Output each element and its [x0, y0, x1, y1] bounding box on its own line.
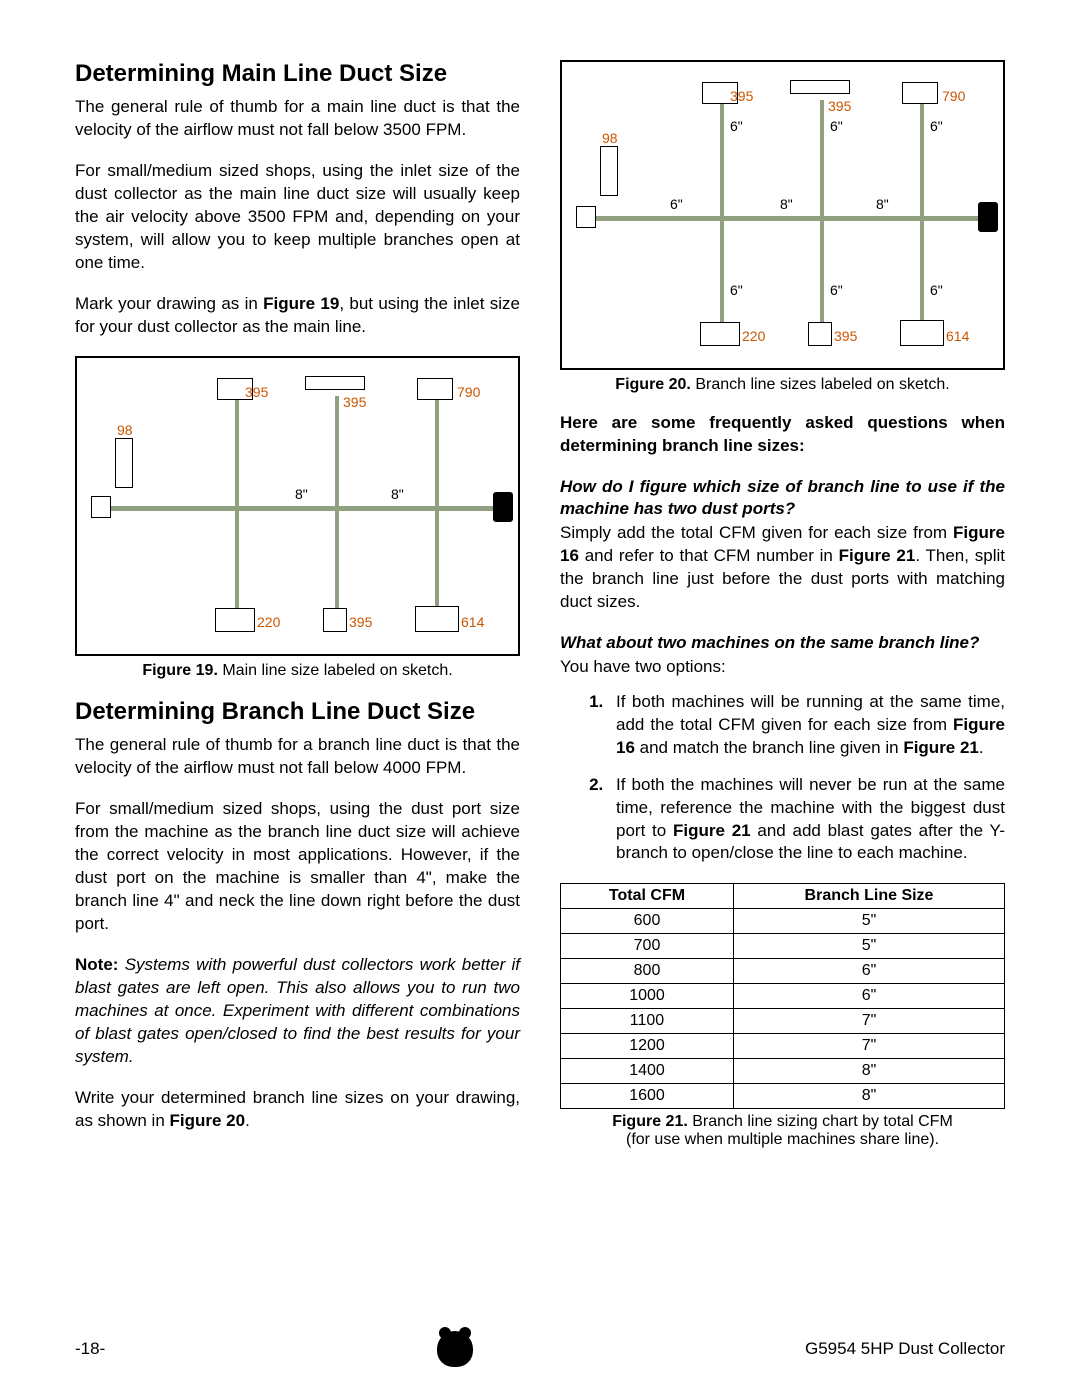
table-cell-cfm: 700	[561, 934, 734, 959]
page-number: -18-	[75, 1339, 105, 1359]
fig19-size-ml: 8"	[295, 486, 308, 502]
faq-a2: You have two options:	[560, 656, 1005, 679]
fig20-s-tl: 6"	[730, 118, 743, 134]
table-cell-cfm: 1100	[561, 1009, 734, 1034]
option-2: If both the machines will never be run a…	[608, 774, 1005, 866]
fig20-cfm-bl: 220	[742, 328, 765, 344]
table-cell-size: 5"	[733, 909, 1004, 934]
fig20-cfm-tl: 395	[730, 88, 753, 104]
table-cell-size: 5"	[733, 934, 1004, 959]
table-cell-cfm: 600	[561, 909, 734, 934]
faq-intro: Here are some frequently asked questions…	[560, 412, 1005, 458]
fig20-s-bl: 6"	[730, 282, 743, 298]
figure-20-caption: Figure 20. Branch line sizes labeled on …	[560, 376, 1005, 394]
fig20-cfm-br: 614	[946, 328, 969, 344]
table-row: 6005"	[561, 909, 1005, 934]
fig20-s-tr: 6"	[930, 118, 943, 134]
bear-logo-icon	[437, 1331, 473, 1367]
figure-19-diagram: 395 395 790 98 220 395 614 8" 8"	[85, 366, 510, 646]
branch-p2: For small/medium sized shops, using the …	[75, 798, 520, 936]
figure-20-diagram: 395 395 790 98 220 395 614 6" 6" 6" 6" 8…	[570, 70, 995, 360]
heading-branch-line: Determining Branch Line Duct Size	[75, 698, 520, 726]
options-list: If both machines will be running at the …	[608, 691, 1005, 866]
table-row: 11007"	[561, 1009, 1005, 1034]
table-cell-cfm: 1000	[561, 984, 734, 1009]
table-row: 10006"	[561, 984, 1005, 1009]
table-row: 7005"	[561, 934, 1005, 959]
table-cell-cfm: 800	[561, 959, 734, 984]
table-cell-cfm: 1400	[561, 1059, 734, 1084]
table-header-size: Branch Line Size	[733, 884, 1004, 909]
table-cell-cfm: 1200	[561, 1034, 734, 1059]
fig20-s-br: 6"	[930, 282, 943, 298]
fig19-cfm-br: 614	[461, 614, 484, 630]
note-paragraph: Note: Systems with powerful dust collect…	[75, 954, 520, 1069]
table-row: 14008"	[561, 1059, 1005, 1084]
faq-q1: How do I figure which size of branch lin…	[560, 476, 1005, 520]
faq-a1: Simply add the total CFM given for each …	[560, 522, 1005, 614]
fig20-s-mml: 8"	[780, 196, 793, 212]
table-row: 16008"	[561, 1084, 1005, 1109]
table-cell-size: 8"	[733, 1059, 1004, 1084]
left-column: Determining Main Line Duct Size The gene…	[75, 60, 520, 1167]
figure-19-box: 395 395 790 98 220 395 614 8" 8"	[75, 356, 520, 656]
branch-size-table: Total CFM Branch Line Size 6005"7005"800…	[560, 883, 1005, 1109]
fig20-cfm-tm: 395	[828, 98, 851, 114]
faq-q2: What about two machines on the same bran…	[560, 632, 1005, 654]
option-1: If both machines will be running at the …	[608, 691, 1005, 760]
fig20-s-ml: 6"	[670, 196, 683, 212]
table-cell-size: 7"	[733, 1034, 1004, 1059]
write-paragraph: Write your determined branch line sizes …	[75, 1087, 520, 1133]
fig19-cfm-bm: 395	[349, 614, 372, 630]
fig19-cfm-left: 98	[117, 422, 133, 438]
model-label: G5954 5HP Dust Collector	[805, 1339, 1005, 1359]
table-cell-cfm: 1600	[561, 1084, 734, 1109]
figure-21-caption: Figure 21. Branch line sizing chart by t…	[560, 1113, 1005, 1149]
branch-p1: The general rule of thumb for a branch l…	[75, 734, 520, 780]
fig20-cfm-bm: 395	[834, 328, 857, 344]
fig20-cfm-left: 98	[602, 130, 618, 146]
fig19-cfm-tl: 395	[245, 384, 268, 400]
figure-20-box: 395 395 790 98 220 395 614 6" 6" 6" 6" 8…	[560, 60, 1005, 370]
fig20-s-mr: 8"	[876, 196, 889, 212]
table-row: 12007"	[561, 1034, 1005, 1059]
table-row: 8006"	[561, 959, 1005, 984]
fig19-size-mr: 8"	[391, 486, 404, 502]
fig20-s-bm: 6"	[830, 282, 843, 298]
table-cell-size: 6"	[733, 959, 1004, 984]
table-cell-size: 8"	[733, 1084, 1004, 1109]
main-line-p1: The general rule of thumb for a main lin…	[75, 96, 520, 142]
table-header-cfm: Total CFM	[561, 884, 734, 909]
main-line-p2: For small/medium sized shops, using the …	[75, 160, 520, 275]
fig20-s-tm: 6"	[830, 118, 843, 134]
fig19-cfm-tr: 790	[457, 384, 480, 400]
heading-main-line: Determining Main Line Duct Size	[75, 60, 520, 88]
figure-19-caption: Figure 19. Main line size labeled on ske…	[75, 662, 520, 680]
fig19-cfm-tm: 395	[343, 394, 366, 410]
page-footer: -18- G5954 5HP Dust Collector	[75, 1331, 1005, 1367]
fig19-cfm-bl: 220	[257, 614, 280, 630]
fig20-cfm-tr: 790	[942, 88, 965, 104]
main-line-p3: Mark your drawing as in Figure 19, but u…	[75, 293, 520, 339]
table-cell-size: 7"	[733, 1009, 1004, 1034]
right-column: 395 395 790 98 220 395 614 6" 6" 6" 6" 8…	[560, 60, 1005, 1167]
table-cell-size: 6"	[733, 984, 1004, 1009]
